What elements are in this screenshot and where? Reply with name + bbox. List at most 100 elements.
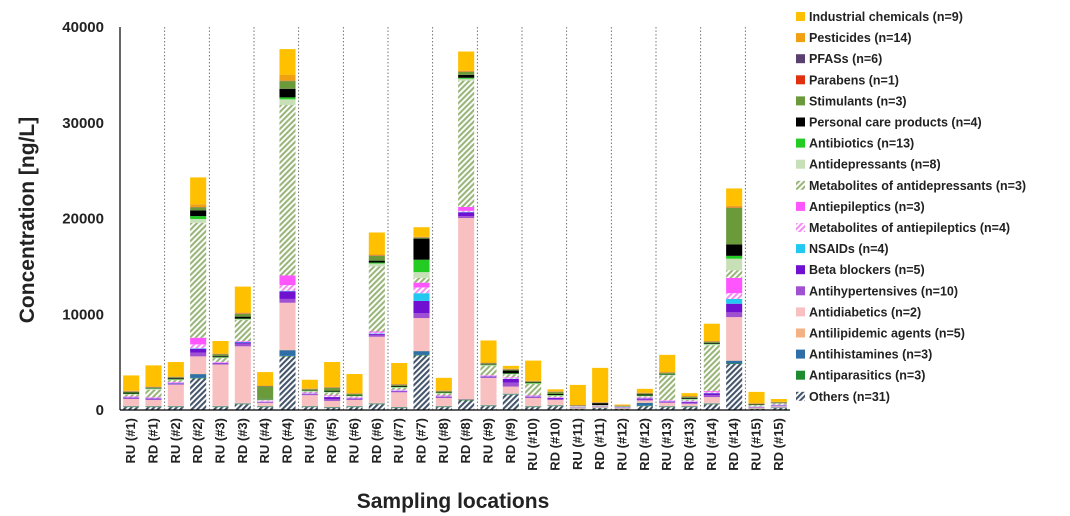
axes [119,27,790,411]
legend-swatch [796,223,805,232]
bar-segment [435,393,452,396]
bar-segment [726,255,743,259]
x-tick-label: RU (#9) [481,418,496,464]
bar-segment [413,355,430,410]
x-tick-label: RD (#10) [548,418,563,471]
bar-segment [368,332,385,334]
x-tick-label: RU (#4) [257,418,272,464]
bar-segment [145,388,162,390]
bar-segment [190,216,207,219]
bar-segment [547,398,564,400]
x-tick-label: RD (#9) [503,418,518,464]
bar-segment [659,375,676,401]
bar-segment [592,403,609,406]
bar-segment [547,389,564,392]
bar-segment [703,345,720,392]
legend-label: Antiepileptics (n=3) [809,200,925,214]
legend-label: Antibiotics (n=13) [809,137,914,151]
bar-segment [681,393,698,397]
bar-segment [123,391,140,393]
bar-segment [212,407,229,410]
bar-segment [145,389,162,398]
legend-label: Antihistamines (n=3) [809,348,932,362]
bar-segment [413,227,430,237]
legend-swatch [796,54,805,64]
x-tick-label: RU (#8) [436,418,451,464]
bar-segment [525,381,542,383]
bar-segment [391,392,408,407]
bar-segment [324,362,341,387]
x-tick-label: RD (#8) [458,418,473,464]
legend-label: Antiparasitics (n=3) [809,369,925,383]
bar-segment [167,377,184,379]
legend-label: Antidepressants (n=8) [809,158,941,172]
bars [123,49,787,410]
x-tick-label: RD (#12) [637,418,652,471]
bar-segment [659,401,676,403]
bar-segment [636,402,653,406]
bar-segment [681,402,698,404]
bar-segment [368,334,385,337]
bar-segment [547,398,564,399]
legend-swatch [796,391,805,401]
bar-segment [726,277,743,294]
bar-segment [391,408,408,410]
bar-segment [123,407,140,410]
legend-swatch [796,201,805,211]
bar-segment [279,88,296,98]
x-tick-label: RU (#13) [659,418,674,471]
bar-segment [212,363,229,365]
bar-segment [458,218,475,399]
bar-segment [525,398,542,406]
bar-segment [190,204,207,208]
x-tick-label: RD (#5) [324,418,339,464]
bar-segment [257,386,274,399]
y-tick-labels: 0 10000 20000 30000 40000 [62,19,104,419]
bar-segment [435,407,452,410]
bar-segment [301,389,318,391]
x-tick-label: RU (#7) [391,418,406,464]
bar-segment [458,74,475,78]
bar-segment [726,188,743,206]
bar-segment [458,78,475,81]
y-tick-label: 30000 [62,115,104,132]
bar-segment [190,344,207,349]
legend-label: NSAIDs (n=4) [809,242,889,256]
x-tick-label: RU (#6) [347,418,362,464]
bar-segment [681,396,698,398]
bar-segment [770,403,787,405]
x-tick-label: RU (#12) [615,418,630,471]
legend-label: Industrial chemicals (n=9) [809,10,963,24]
bar-segment [346,396,363,398]
bar-segment [703,393,720,396]
bar-segment [458,212,475,217]
y-tick-label: 0 [96,402,104,419]
bar-segment [480,365,497,376]
y-tick-label: 40000 [62,19,104,36]
bar-segment [279,298,296,303]
bar-segment [279,81,296,89]
bar-segment [391,384,408,386]
bar-segment [346,394,363,395]
x-tick-label: RD (#2) [190,418,205,464]
bar-segment [301,407,318,410]
y-axis-title: Concentration [ng/L] [16,117,39,323]
bar-segment [190,222,207,338]
bar-segment [257,402,274,406]
bar-segment [659,372,676,374]
bar-segment [435,391,452,393]
bar-segment [234,319,251,320]
legend-swatch [796,307,805,317]
bar-segment [547,394,564,395]
bar-segment [279,97,296,100]
bar-segment [569,384,586,406]
bar-segment [703,342,720,344]
bar-segment [212,340,229,354]
x-tick-label: RD (#6) [369,418,384,464]
legend-swatch [796,265,805,275]
bar-segment [726,205,743,208]
bar-segment [502,369,519,371]
x-tick-label: RU (#15) [749,418,764,471]
bar-segment [234,342,251,344]
bar-segment [458,400,475,410]
